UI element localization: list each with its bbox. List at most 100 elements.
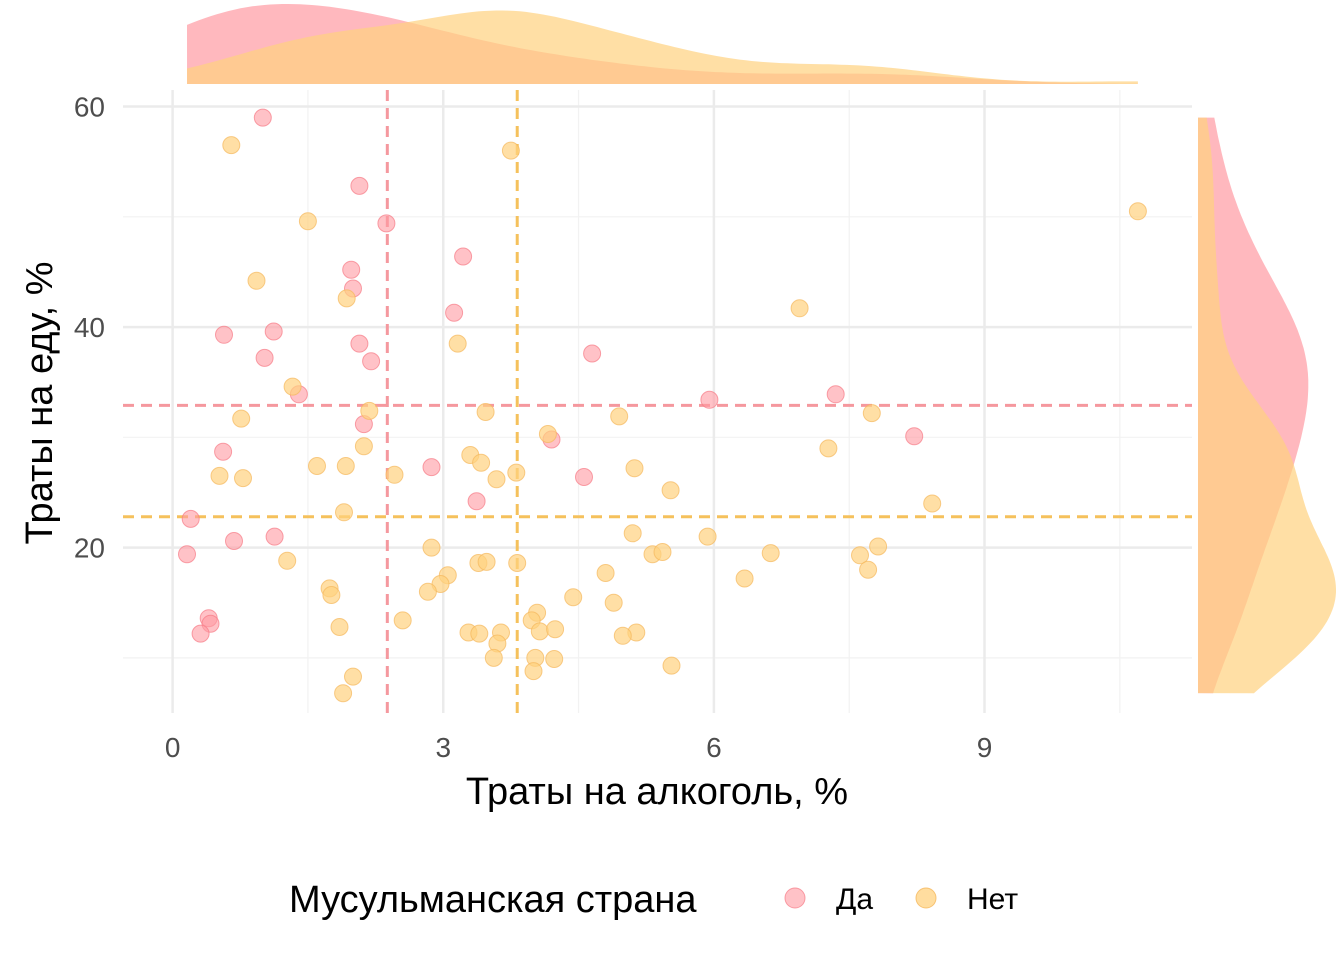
point-no xyxy=(546,620,565,639)
data-points xyxy=(178,108,1147,703)
point-no xyxy=(596,564,615,582)
grid-lines xyxy=(123,90,1192,713)
point-yes xyxy=(264,322,283,341)
point-no xyxy=(222,136,241,155)
point-yes xyxy=(905,427,924,446)
point-no xyxy=(604,593,623,612)
point-yes xyxy=(253,108,272,127)
point-yes xyxy=(255,348,274,367)
point-yes xyxy=(575,468,593,486)
point-no xyxy=(308,457,326,475)
point-no xyxy=(337,289,356,308)
x-tick-label: 9 xyxy=(977,732,993,763)
y-tick-label: 20 xyxy=(74,533,105,564)
point-no xyxy=(234,469,252,488)
x-tick-label: 3 xyxy=(435,732,451,763)
point-no xyxy=(530,622,549,641)
legend-key-no xyxy=(915,887,937,909)
point-yes xyxy=(342,260,361,279)
point-no xyxy=(501,141,520,160)
point-yes xyxy=(377,214,396,233)
y-axis-title: Траты на еду, % xyxy=(19,261,61,544)
point-yes xyxy=(422,458,441,477)
point-no xyxy=(661,481,680,500)
point-no xyxy=(508,554,527,572)
point-no xyxy=(476,403,495,421)
point-no xyxy=(470,624,489,643)
point-no xyxy=(334,684,353,703)
point-no xyxy=(487,470,506,489)
point-no xyxy=(484,648,503,667)
tick-labels: 0 3 6 9 20 40 60 xyxy=(74,92,992,763)
point-yes xyxy=(454,247,473,266)
legend-label-no: Нет xyxy=(967,883,1018,916)
point-no xyxy=(790,299,809,318)
point-no xyxy=(538,425,557,443)
point-no xyxy=(385,465,404,484)
point-yes xyxy=(215,325,233,344)
point-no xyxy=(819,439,838,458)
point-no xyxy=(360,401,379,420)
point-yes xyxy=(583,344,602,363)
point-no xyxy=(923,494,942,513)
point-no xyxy=(862,404,881,423)
point-no xyxy=(422,538,441,557)
point-no xyxy=(869,537,888,556)
point-yes xyxy=(350,334,369,353)
legend-key-yes xyxy=(784,887,806,909)
point-yes xyxy=(178,545,196,564)
point-no xyxy=(278,551,297,570)
point-no xyxy=(662,656,681,675)
x-axis-title: Траты на алкоголь, % xyxy=(466,771,848,813)
point-yes xyxy=(265,527,284,546)
y-tick-label: 40 xyxy=(74,312,105,343)
point-no xyxy=(336,457,355,475)
point-no xyxy=(623,524,642,543)
legend-title: Мусульманская страна xyxy=(289,879,697,921)
point-no xyxy=(298,212,317,231)
legend-label-yes: Да xyxy=(836,883,873,916)
point-no xyxy=(354,437,373,456)
point-no xyxy=(247,271,266,290)
point-no xyxy=(625,459,644,478)
point-no xyxy=(761,544,780,563)
point-no xyxy=(610,407,629,426)
point-no xyxy=(859,560,878,579)
point-yes xyxy=(191,624,210,643)
point-no xyxy=(335,503,353,522)
point-no xyxy=(653,543,672,561)
point-no xyxy=(545,650,564,668)
point-yes xyxy=(445,303,464,322)
point-no xyxy=(507,463,526,482)
y-tick-label: 60 xyxy=(74,92,105,123)
point-no xyxy=(448,334,467,353)
point-no xyxy=(330,618,349,636)
point-yes xyxy=(467,492,486,511)
point-no xyxy=(851,546,869,565)
x-tick-label: 0 xyxy=(165,732,181,763)
point-no xyxy=(472,453,491,472)
point-no xyxy=(418,582,437,601)
point-no xyxy=(477,552,496,571)
point-yes xyxy=(350,176,369,195)
point-no xyxy=(564,588,583,607)
point-no xyxy=(524,662,543,681)
point-no xyxy=(698,527,717,546)
point-yes xyxy=(225,532,243,550)
mean-lines xyxy=(123,90,1192,713)
point-no xyxy=(1128,202,1147,221)
point-no xyxy=(210,466,229,485)
point-no xyxy=(232,409,251,428)
x-tick-label: 6 xyxy=(706,732,722,763)
point-no xyxy=(344,667,362,686)
point-yes xyxy=(214,442,233,461)
point-no xyxy=(322,586,341,604)
point-yes xyxy=(826,385,845,404)
point-no xyxy=(735,569,754,588)
top-marginal-density xyxy=(187,4,1138,84)
point-no xyxy=(613,626,632,645)
right-marginal-density xyxy=(1198,117,1336,694)
point-no xyxy=(283,377,302,396)
point-yes xyxy=(362,352,381,371)
point-yes xyxy=(181,509,200,528)
